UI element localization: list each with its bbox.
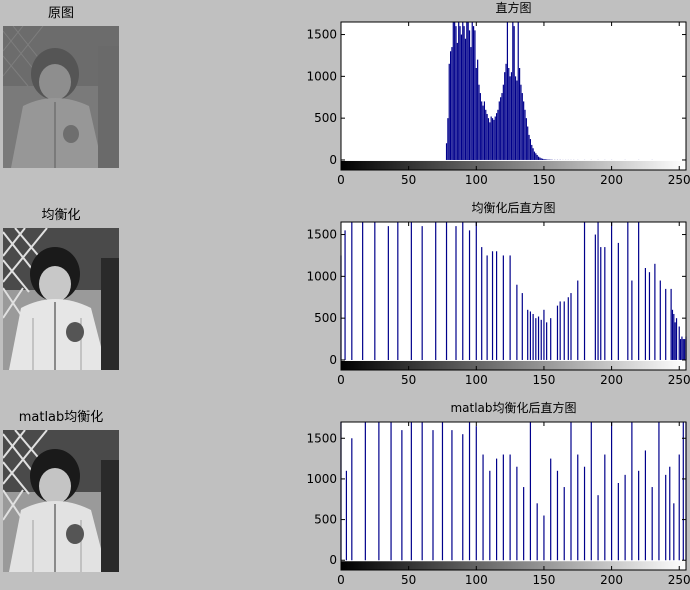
x-tick-label: 100 — [465, 173, 488, 187]
histogram-matlab-equalized-svg: matlab均衡化后直方图 0 500 1000 1500 0 50 100 150 200 250 — [306, 400, 690, 587]
x-tick-label: 250 — [668, 173, 690, 187]
original-image — [3, 26, 119, 168]
histogram-original-svg: 直方图 0 500 1000 1500 0 50 100 150 200 250 — [306, 0, 690, 187]
x-tick-label: 250 — [668, 573, 690, 587]
y-tick-label: 1500 — [306, 228, 337, 242]
matlab-equalized-image — [3, 430, 119, 572]
x-tick-label: 0 — [337, 373, 345, 387]
histogram-equalized-svg: 均衡化后直方图 0 500 1000 1500 0 50 100 150 200 250 — [306, 200, 690, 387]
y-tick-label: 1000 — [306, 69, 337, 83]
chart-title: matlab均衡化后直方图 — [450, 400, 576, 415]
x-tick-label: 0 — [337, 573, 345, 587]
equalized-image — [3, 228, 119, 370]
x-tick-label: 200 — [600, 173, 623, 187]
axes-frame — [340, 21, 687, 171]
equalized-image-photo — [3, 228, 119, 370]
axes-frame — [340, 221, 687, 371]
y-tick-label: 1000 — [306, 472, 337, 486]
x-tick-label: 0 — [337, 173, 345, 187]
grayscale-colorbar — [341, 561, 686, 570]
x-tick-label: 200 — [600, 373, 623, 387]
x-tick-label: 150 — [532, 173, 555, 187]
y-tick-label: 500 — [314, 111, 337, 125]
plot-area — [341, 22, 686, 170]
histogram-original: 直方图 0 500 1000 1500 0 50 100 150 200 250 — [300, 0, 690, 190]
x-tick-label: 150 — [532, 373, 555, 387]
original-image-title: 原图 — [47, 6, 74, 21]
y-tick-label: 500 — [314, 311, 337, 325]
x-tick-label: 50 — [401, 373, 416, 387]
matlab-equalized-image-photo — [3, 430, 119, 572]
original-image-photo — [3, 26, 119, 168]
y-tick-label: 0 — [329, 153, 337, 167]
axes-frame — [340, 421, 687, 571]
x-tick-label: 50 — [401, 573, 416, 587]
chart-title: 直方图 — [495, 0, 531, 15]
y-tick-label: 1500 — [306, 28, 337, 42]
x-tick-label: 100 — [465, 573, 488, 587]
histogram-equalized: 均衡化后直方图 0 500 1000 1500 0 50 100 150 200 250 — [300, 200, 690, 390]
x-tick-label: 250 — [668, 373, 690, 387]
y-tick-label: 0 — [329, 353, 337, 367]
x-tick-label: 50 — [401, 173, 416, 187]
plot-area — [341, 222, 686, 370]
grayscale-colorbar — [341, 360, 686, 370]
chart-title: 均衡化后直方图 — [471, 200, 555, 215]
y-tick-label: 0 — [329, 553, 337, 567]
x-tick-label: 100 — [465, 373, 488, 387]
x-tick-label: 150 — [532, 573, 555, 587]
plot-area — [341, 422, 686, 570]
y-tick-label: 1500 — [306, 431, 337, 445]
y-tick-label: 500 — [314, 513, 337, 527]
x-tick-label: 200 — [600, 573, 623, 587]
grayscale-colorbar — [341, 160, 686, 170]
matlab-equalized-image-title: matlab均衡化 — [18, 410, 104, 425]
equalized-image-title: 均衡化 — [41, 208, 81, 223]
histogram-matlab-equalized: matlab均衡化后直方图 0 500 1000 1500 0 50 100 150 200 250 — [300, 400, 690, 590]
y-tick-label: 1000 — [306, 269, 337, 283]
